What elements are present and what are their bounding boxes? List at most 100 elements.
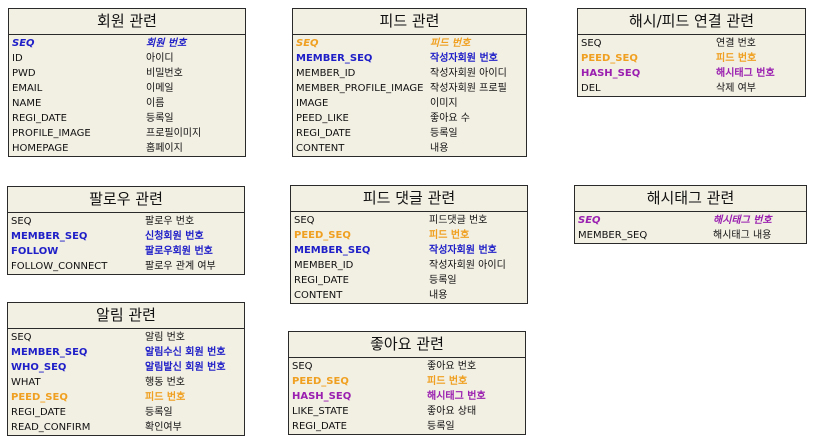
table-title: 해시/피드 연결 관련: [578, 9, 805, 35]
table-row: SEQ 알림 번호: [8, 330, 244, 345]
table-title: 회원 관련: [9, 9, 245, 35]
table-row: MEMBER_SEQ 신청회원 번호: [8, 229, 244, 244]
field-description: 피드 번호: [145, 392, 186, 403]
field-description: 해시태그 내용: [713, 230, 772, 241]
field-description: 등록일: [145, 407, 173, 418]
field-name: MEMBER_SEQ: [11, 347, 88, 358]
table-row: MEMBER_SEQ 작성자회원 번호: [291, 243, 527, 258]
table-row: PEED_SEQ 피드 번호: [578, 51, 805, 66]
table-row: HASH_SEQ 해시태그 번호: [289, 389, 525, 404]
field-name: CONTENT: [296, 143, 345, 154]
field-description: 신청회원 번호: [145, 231, 204, 242]
table-title: 해시태그 관련: [575, 186, 806, 212]
table-row: MEMBER_SEQ 해시태그 내용: [575, 228, 806, 243]
table-hashtag: 해시태그 관련 SEQ 해시태그 번호 MEMBER_SEQ 해시태그 내용: [574, 185, 807, 244]
table-row: CONTENT 내용: [291, 288, 527, 303]
field-name: MEMBER_SEQ: [296, 53, 373, 64]
field-name: REGI_DATE: [12, 113, 67, 124]
table-row: DEL 삭제 여부: [578, 81, 805, 96]
field-name: MEMBER_ID: [296, 68, 356, 79]
field-name: NAME: [12, 98, 42, 109]
field-name: SEQ: [12, 38, 35, 49]
field-description: 해시태그 번호: [427, 391, 486, 402]
field-name: PEED_SEQ: [292, 376, 349, 387]
table-row: SEQ 팔로우 번호: [8, 214, 244, 229]
field-name: PEED_SEQ: [11, 392, 68, 403]
field-name: WHO_SEQ: [11, 362, 67, 373]
table-row: SEQ 피드 번호: [293, 36, 526, 51]
table-body: SEQ 해시태그 번호 MEMBER_SEQ 해시태그 내용: [575, 212, 806, 243]
field-name: PWD: [12, 68, 36, 79]
field-description: 작성자회원 번호: [429, 245, 497, 256]
table-row: PROFILE_IMAGE 프로필이미지: [9, 126, 245, 141]
field-name: MEMBER_SEQ: [11, 231, 88, 242]
table-row: LIKE_STATE 좋아요 상태: [289, 404, 525, 419]
field-description: 프로필이미지: [146, 128, 202, 139]
field-description: 알림수신 회원 번호: [145, 347, 226, 358]
table-row: REGI_DATE 등록일: [291, 273, 527, 288]
field-name: DEL: [581, 83, 601, 94]
field-description: 아이디: [146, 53, 174, 64]
field-name: HASH_SEQ: [581, 68, 641, 79]
field-description: 홈페이지: [146, 143, 183, 154]
table-row: CONTENT 내용: [293, 141, 526, 156]
table-row: WHO_SEQ 알림발신 회원 번호: [8, 360, 244, 375]
field-name: FOLLOW: [11, 246, 59, 257]
field-description: 피드 번호: [429, 230, 470, 241]
table-title: 팔로우 관련: [8, 187, 244, 213]
field-description: 등록일: [146, 113, 174, 124]
table-row: MEMBER_SEQ 작성자회원 번호: [293, 51, 526, 66]
field-description: 이메일: [146, 83, 174, 94]
table-row: ID 아이디: [9, 51, 245, 66]
table-body: SEQ 피드댓글 번호 PEED_SEQ 피드 번호 MEMBER_SEQ 작성자회원 번…: [291, 212, 527, 303]
table-row: REGI_DATE 등록일: [8, 405, 244, 420]
table-row: SEQ 회원 번호: [9, 36, 245, 51]
field-name: SEQ: [294, 215, 315, 226]
field-name: PROFILE_IMAGE: [12, 128, 91, 139]
field-description: 피드 번호: [427, 376, 468, 387]
field-description: 알림 번호: [145, 332, 185, 343]
field-name: MEMBER_PROFILE_IMAGE: [296, 83, 424, 94]
table-body: SEQ 좋아요 번호 PEED_SEQ 피드 번호 HASH_SEQ 해시태그 번호 LIK…: [289, 358, 525, 434]
field-name: SEQ: [11, 332, 32, 343]
table-row: PWD 비밀번호: [9, 66, 245, 81]
field-name: MEMBER_SEQ: [578, 230, 648, 241]
field-name: MEMBER_ID: [294, 260, 354, 271]
table-row: IMAGE 이미지: [293, 96, 526, 111]
field-name: FOLLOW_CONNECT: [11, 261, 108, 272]
table-body: SEQ 회원 번호 ID 아이디 PWD 비밀번호 EMAIL 이메일 NAME 이름 REGI_D…: [9, 35, 245, 156]
field-name: PEED_LIKE: [296, 113, 349, 124]
table-row: HASH_SEQ 해시태그 번호: [578, 66, 805, 81]
field-name: CONTENT: [294, 290, 343, 301]
field-name: WHAT: [11, 377, 41, 388]
table-row: REGI_DATE 등록일: [9, 111, 245, 126]
table-row: MEMBER_PROFILE_IMAGE 작성자회원 프로필: [293, 81, 526, 96]
table-row: PEED_LIKE 좋아요 수: [293, 111, 526, 126]
table-body: SEQ 알림 번호 MEMBER_SEQ 알림수신 회원 번호 WHO_SEQ 알림발신 …: [8, 329, 244, 435]
field-description: 팔로우회원 번호: [145, 246, 213, 257]
field-name: SEQ: [11, 216, 32, 227]
field-description: 알림발신 회원 번호: [145, 362, 226, 373]
field-description: 작성자회원 번호: [430, 53, 498, 64]
table-row: PEED_SEQ 피드 번호: [291, 228, 527, 243]
field-name: REGI_DATE: [292, 421, 347, 432]
field-name: SEQ: [581, 38, 602, 49]
field-description: 피드 번호: [430, 38, 471, 49]
field-description: 연결 번호: [716, 38, 756, 49]
table-row: MEMBER_ID 작성자회원 아이디: [291, 258, 527, 273]
table-title: 피드 댓글 관련: [291, 186, 527, 212]
field-description: 등록일: [430, 128, 458, 139]
field-name: MEMBER_SEQ: [294, 245, 371, 256]
table-row: MEMBER_SEQ 알림수신 회원 번호: [8, 345, 244, 360]
table-title: 알림 관련: [8, 303, 244, 329]
table-member: 회원 관련 SEQ 회원 번호 ID 아이디 PWD 비밀번호 EMAIL 이메일 NAME 이름 R…: [8, 8, 246, 157]
table-like: 좋아요 관련 SEQ 좋아요 번호 PEED_SEQ 피드 번호 HASH_SEQ 해시태그…: [288, 331, 526, 435]
field-name: PEED_SEQ: [581, 53, 638, 64]
field-description: 비밀번호: [146, 68, 183, 79]
table-row: WHAT 행동 번호: [8, 375, 244, 390]
field-name: SEQ: [578, 215, 601, 226]
table-follow: 팔로우 관련 SEQ 팔로우 번호 MEMBER_SEQ 신청회원 번호 FOLLOW 팔로…: [7, 186, 245, 275]
field-name: REGI_DATE: [296, 128, 351, 139]
field-name: PEED_SEQ: [294, 230, 351, 241]
table-row: SEQ 피드댓글 번호: [291, 213, 527, 228]
